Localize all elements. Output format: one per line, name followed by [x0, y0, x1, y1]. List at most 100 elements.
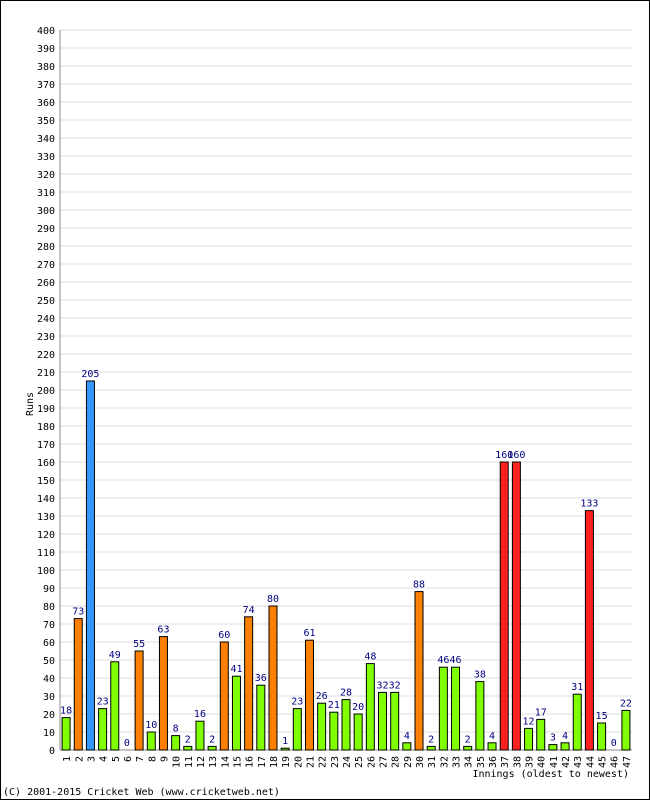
y-tick-label: 120 [37, 530, 55, 541]
y-tick-label: 310 [37, 188, 55, 199]
y-tick-label: 50 [43, 656, 55, 667]
x-tick-label: 11 [184, 756, 195, 768]
x-tick-label: 47 [622, 756, 633, 768]
x-axis-title: Innings (oldest to newest) [472, 769, 629, 780]
x-tick-label: 23 [330, 756, 341, 768]
data-label: 41 [230, 664, 242, 675]
y-tick-label: 320 [37, 170, 55, 181]
bar-innings-14 [219, 641, 229, 751]
x-tick-label: 38 [512, 756, 523, 768]
bar-innings-8 [146, 731, 156, 751]
data-label: 0 [611, 738, 617, 749]
y-tick-label: 370 [37, 80, 55, 91]
y-tick-label: 380 [37, 62, 55, 73]
data-label: 2 [185, 734, 191, 745]
x-tick-label: 14 [220, 756, 231, 768]
bar-innings-18 [268, 605, 278, 751]
gridlines [59, 29, 632, 751]
copyright-footer: (C) 2001-2015 Cricket Web (www.cricketwe… [3, 787, 280, 798]
data-label: 23 [291, 697, 303, 708]
y-tick-label: 220 [37, 350, 55, 361]
y-tick-label: 400 [37, 26, 55, 37]
bar-innings-19 [280, 747, 290, 751]
data-label: 160 [495, 450, 513, 461]
data-label: 26 [316, 691, 328, 702]
bar-innings-42 [560, 742, 570, 751]
bar-innings-3 [85, 380, 95, 751]
x-tick-label: 41 [549, 756, 560, 768]
data-label: 2 [428, 734, 434, 745]
bar-innings-44 [584, 510, 594, 751]
y-tick-label: 200 [37, 386, 55, 397]
bar-innings-22 [317, 702, 327, 751]
data-label: 15 [596, 711, 608, 722]
data-label: 74 [243, 605, 255, 616]
bar-innings-30 [414, 591, 424, 751]
bar-innings-31 [426, 745, 436, 751]
y-tick-label: 60 [43, 638, 55, 649]
data-label: 46 [450, 655, 462, 666]
x-tick-label: 46 [610, 756, 621, 768]
x-tick-label: 28 [391, 756, 402, 768]
data-label: 60 [218, 630, 230, 641]
bars [61, 380, 631, 751]
bar-innings-16 [244, 616, 254, 751]
data-labels: 1873205234905510638216260417436801236126… [60, 369, 632, 749]
data-label: 4 [489, 731, 495, 742]
data-label: 205 [81, 369, 99, 380]
bar-innings-20 [292, 708, 302, 751]
data-label: 3 [550, 733, 556, 744]
x-tick-label: 44 [585, 756, 596, 768]
bar-innings-32 [438, 666, 448, 751]
y-tick-label: 40 [43, 674, 55, 685]
x-tick-label: 8 [147, 756, 158, 762]
y-tick-label: 70 [43, 620, 55, 631]
y-tick-label: 140 [37, 494, 55, 505]
x-tick-label: 36 [488, 756, 499, 768]
y-axis-title: Runs [25, 392, 36, 416]
y-tick-label: 160 [37, 458, 55, 469]
x-tick-label: 35 [476, 756, 487, 768]
bar-innings-11 [183, 745, 193, 751]
data-label: 2 [209, 734, 215, 745]
x-tick-label: 19 [281, 756, 292, 768]
y-tick-label: 360 [37, 98, 55, 109]
x-tick-label: 18 [269, 756, 280, 768]
data-label: 63 [157, 625, 169, 636]
y-tick-label: 290 [37, 224, 55, 235]
bar-innings-15 [231, 675, 241, 751]
y-tick-label: 190 [37, 404, 55, 415]
data-label: 16 [194, 709, 206, 720]
bar-innings-10 [171, 735, 181, 751]
x-tick-label: 20 [293, 756, 304, 768]
bar-innings-9 [158, 636, 168, 751]
x-tick-label: 21 [305, 756, 316, 768]
bar-innings-38 [511, 461, 521, 751]
data-label: 0 [124, 738, 130, 749]
data-label: 12 [523, 716, 535, 727]
y-tick-label: 240 [37, 314, 55, 325]
data-label: 46 [437, 655, 449, 666]
data-label: 31 [571, 682, 583, 693]
data-label: 80 [267, 594, 279, 605]
y-tick-label: 0 [49, 746, 55, 757]
y-tick-label: 30 [43, 692, 55, 703]
x-tick-label: 37 [500, 756, 511, 768]
y-tick-label: 20 [43, 710, 55, 721]
bar-innings-25 [353, 713, 363, 751]
data-label: 20 [352, 702, 364, 713]
bar-innings-13 [207, 745, 217, 751]
y-tick-label: 390 [37, 44, 55, 55]
x-tick-label: 26 [366, 756, 377, 768]
bar-innings-40 [536, 718, 546, 751]
data-label: 8 [173, 724, 179, 735]
x-tick-label: 17 [257, 756, 268, 768]
bar-innings-39 [524, 727, 534, 751]
data-label: 21 [328, 700, 340, 711]
data-label: 4 [562, 731, 568, 742]
y-tick-label: 90 [43, 584, 55, 595]
x-tick-label: 45 [598, 756, 609, 768]
data-label: 160 [507, 450, 525, 461]
y-tick-label: 10 [43, 728, 55, 739]
